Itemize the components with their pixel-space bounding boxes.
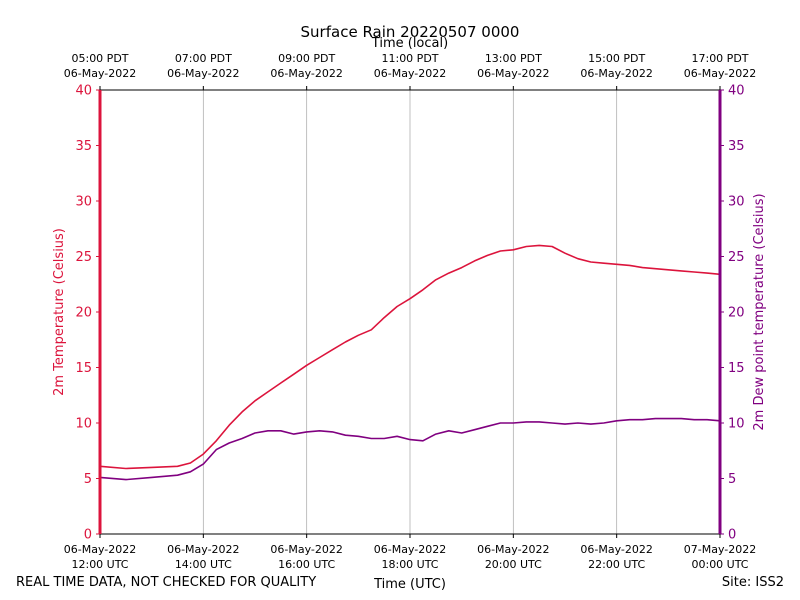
- bottom-x-tick-time: 22:00 UTC: [588, 558, 645, 571]
- bottom-x-tick-date: 06-May-2022: [167, 543, 239, 556]
- bottom-x-tick-time: 16:00 UTC: [278, 558, 335, 571]
- top-x-tick-time: 07:00 PDT: [175, 52, 232, 65]
- top-x-tick-date: 06-May-2022: [270, 67, 342, 80]
- bottom-x-tick-time: 12:00 UTC: [71, 558, 128, 571]
- bottom-x-tick-time: 14:00 UTC: [175, 558, 232, 571]
- left-y-tick-label: 20: [75, 306, 92, 321]
- bottom-x-tick-date: 06-May-2022: [270, 543, 342, 556]
- left-y-tick-label: 35: [75, 139, 92, 154]
- bottom-x-tick-date: 06-May-2022: [64, 543, 136, 556]
- top-x-tick-time: 15:00 PDT: [588, 52, 645, 65]
- right-y-tick-label: 5: [728, 472, 736, 487]
- right-y-tick-label: 15: [728, 361, 745, 376]
- right-y-tick-label: 0: [728, 528, 736, 543]
- series-layer: [99, 244, 721, 481]
- grid-layer: [99, 90, 721, 534]
- label-layer: 0 0 5 5 10 10 15 15 20 20 25 25 30 30 35 35 40 40 06-May-2…: [52, 23, 767, 592]
- left-y-tick-label: 15: [75, 361, 92, 376]
- site-label: Site: ISS2: [721, 575, 784, 590]
- right-y-axis-label: 2m Dew point temperature (Celsius): [752, 193, 767, 430]
- top-x-tick-date: 06-May-2022: [167, 67, 239, 80]
- top-x-tick-date: 06-May-2022: [477, 67, 549, 80]
- bottom-x-tick-time: 00:00 UTC: [691, 558, 748, 571]
- left-y-tick-label: 25: [75, 250, 92, 265]
- axes-layer: [96, 86, 724, 538]
- top-x-tick-time: 17:00 PDT: [691, 52, 748, 65]
- bottom-x-tick-date: 06-May-2022: [477, 543, 549, 556]
- x-axis-label: Time (UTC): [373, 577, 446, 592]
- left-y-axis-label: 2m Temperature (Celsius): [52, 228, 67, 396]
- left-y-tick-label: 10: [75, 417, 92, 432]
- left-y-tick-label: 5: [84, 472, 92, 487]
- right-y-tick-label: 40: [728, 84, 745, 99]
- dewpoint-line: [99, 417, 721, 481]
- top-x-tick-date: 06-May-2022: [580, 67, 652, 80]
- top-x-tick-time: 09:00 PDT: [278, 52, 335, 65]
- top-x-tick-time: 13:00 PDT: [485, 52, 542, 65]
- left-y-tick-label: 40: [75, 84, 92, 99]
- top-x-tick-time: 05:00 PDT: [71, 52, 128, 65]
- right-y-tick-label: 35: [728, 139, 745, 154]
- bottom-x-tick-date: 07-May-2022: [684, 543, 756, 556]
- right-y-tick-label: 20: [728, 306, 745, 321]
- data-quality-disclaimer: REAL TIME DATA, NOT CHECKED FOR QUALITY: [16, 575, 317, 590]
- right-y-tick-label: 10: [728, 417, 745, 432]
- top-x-tick-date: 06-May-2022: [374, 67, 446, 80]
- top-x-tick-time: 11:00 PDT: [381, 52, 438, 65]
- right-y-tick-label: 25: [728, 250, 745, 265]
- left-y-tick-label: 0: [84, 528, 92, 543]
- bottom-x-tick-date: 06-May-2022: [580, 543, 652, 556]
- left-y-tick-label: 30: [75, 195, 92, 210]
- bottom-x-tick-time: 18:00 UTC: [381, 558, 438, 571]
- chart-title: Surface Rain 20220507 0000: [301, 23, 520, 41]
- bottom-x-tick-date: 06-May-2022: [374, 543, 446, 556]
- bottom-x-tick-time: 20:00 UTC: [485, 558, 542, 571]
- top-x-tick-date: 06-May-2022: [684, 67, 756, 80]
- top-axis-label: Time (local): [371, 36, 448, 51]
- temperature-line: [99, 244, 721, 470]
- right-y-tick-label: 30: [728, 195, 745, 210]
- top-x-tick-date: 06-May-2022: [64, 67, 136, 80]
